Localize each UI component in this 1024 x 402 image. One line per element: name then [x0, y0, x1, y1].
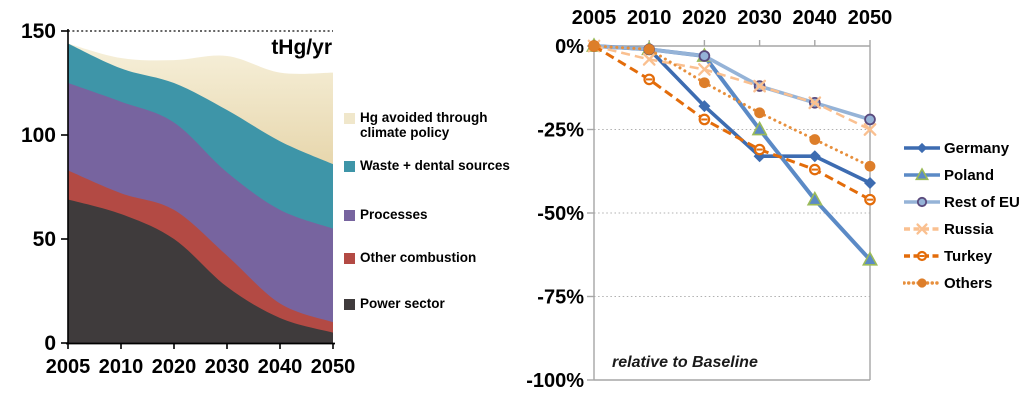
legend-item-processes: Processes: [344, 207, 428, 222]
legend-item-power-sector: Power sector: [344, 296, 445, 311]
x-axis-label: 2020: [152, 356, 197, 378]
legend-line-sample: [904, 142, 940, 154]
legend-swatch: [344, 113, 355, 124]
marker-germany-2050: [864, 176, 876, 189]
x-axis-label: 2050: [311, 356, 356, 378]
y-axis-label: 50: [33, 228, 56, 251]
legend-item-label: Turkey: [944, 247, 993, 265]
legend-marker-russia: [916, 223, 928, 235]
year-label: 2030: [737, 7, 782, 29]
legend-line-sample: [904, 250, 940, 262]
legend-item-other-combustion: Other combustion: [344, 250, 476, 265]
year-label: 2005: [572, 7, 617, 29]
unit-label: tHg/yr: [271, 36, 332, 59]
marker-germany-2020: [698, 100, 711, 113]
percent-axis-label: -25%: [537, 120, 584, 142]
legend-item-waste-dental-sources: Waste + dental sources: [344, 158, 510, 173]
legend-item-label: Germany: [944, 139, 1010, 157]
marker-rest-of-eu-2020: [698, 50, 711, 62]
marker-others-2040: [809, 134, 821, 145]
annotation-relative-to-baseline: relative to Baseline: [612, 354, 758, 371]
line-chart: 0% -25% -50% -75% -100% 2005 2010 2020 2030 2040 2…: [526, 7, 892, 392]
percent-axis-label: -50%: [537, 203, 584, 225]
legend-item-label: Rest of EU: [944, 193, 1020, 211]
y-axis-label: 150: [21, 20, 56, 43]
marker-others-2005: [588, 40, 600, 52]
year-label: 2040: [793, 7, 838, 29]
area-chart-legend: Hg avoided through climate policy Waste +…: [344, 0, 522, 402]
year-label: 2050: [848, 7, 893, 29]
marker-russia-2050: [863, 123, 877, 136]
legend-item-label: Hg avoided through climate policy: [360, 110, 488, 141]
legend-item-label: Waste + dental sources: [360, 158, 510, 173]
x-axis-label: 2030: [205, 356, 250, 378]
legend-swatch: [344, 299, 355, 310]
legend-marker-others: [917, 278, 927, 288]
legend-item-label: Others: [944, 274, 993, 292]
legend-item-label: Poland: [944, 166, 995, 184]
year-label: 2010: [627, 7, 672, 29]
legend-line-sample: [904, 167, 940, 181]
series-line-germany: [593, 44, 871, 185]
legend-item-russia: Russia: [903, 220, 994, 238]
marker-germany-2040: [808, 150, 821, 163]
marker-russia-2010: [642, 52, 656, 66]
legend-line-sample: [904, 196, 940, 208]
legend-swatch: [344, 210, 355, 221]
series-line-others: [592, 44, 872, 168]
legend-item-label: Other combustion: [360, 250, 477, 265]
y-axis-label: 0: [44, 332, 56, 355]
percent-axis-label: -75%: [537, 287, 584, 309]
legend-swatch: [344, 161, 355, 172]
legend-marker-poland: [914, 167, 930, 181]
marker-others-2020: [699, 77, 710, 89]
marker-russia-2030: [753, 79, 766, 93]
legend-line-sample: [904, 223, 940, 235]
legend-line-sample: [903, 278, 941, 288]
y-axis-label: 100: [21, 124, 56, 147]
legend-marker-rest-of-eu: [916, 196, 928, 208]
legend-item-poland: Poland: [903, 166, 995, 184]
percent-axis-label: -100%: [526, 370, 584, 392]
legend-item-germany: Germany: [903, 139, 1010, 157]
percent-axis-label: 0%: [555, 36, 584, 58]
marker-russia-2020: [698, 62, 711, 76]
marker-russia-2040: [808, 96, 822, 110]
legend-item-others: Others: [903, 274, 993, 292]
marker-poland-2050: [861, 251, 879, 266]
marker-poland-2040: [806, 190, 823, 206]
legend-item-label: Russia: [944, 220, 994, 238]
legend-item-rest-of-eu: Rest of EU: [903, 193, 1020, 211]
legend-marker-germany: [916, 142, 928, 154]
marker-others-2050: [864, 160, 876, 172]
year-label: 2020: [682, 7, 727, 29]
legend-swatch: [344, 253, 355, 264]
legend-item-label: Processes: [360, 207, 428, 222]
x-axis-label: 2005: [46, 356, 91, 378]
area-band-power-sector: [68, 199, 333, 343]
x-axis-label: 2010: [99, 356, 144, 378]
marker-others-2010: [643, 43, 655, 55]
marker-poland-2030: [751, 120, 768, 136]
legend-item-turkey: Turkey: [903, 247, 993, 265]
marker-rest-of-eu-2050: [864, 113, 876, 126]
series-line-russia: [593, 44, 871, 131]
marker-others-2030: [754, 107, 765, 119]
area-chart: 0 50 100 150 2005 2010 2020 2030 2040 2050 tHg/yr: [21, 20, 355, 378]
x-axis-label: 2040: [258, 356, 303, 378]
legend-item-hg-avoided-through-climate-policy: Hg avoided through climate policy: [344, 110, 522, 141]
legend-item-label: Power sector: [360, 296, 445, 311]
